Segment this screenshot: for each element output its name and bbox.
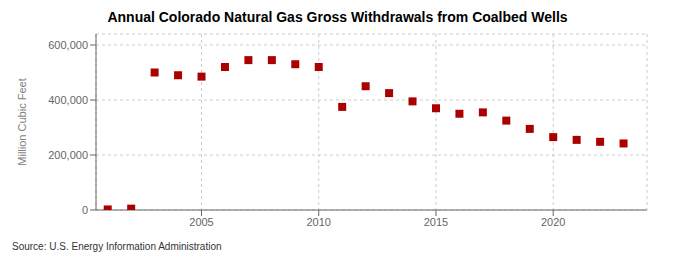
svg-text:2020: 2020: [541, 216, 565, 228]
svg-text:2010: 2010: [307, 216, 331, 228]
svg-text:600,000: 600,000: [48, 39, 88, 51]
svg-text:400,000: 400,000: [48, 94, 88, 106]
html-text:Source: U.S. Energy Informatio: Source: U.S. Energy Information Administ…: [12, 241, 222, 252]
svg-text:2015: 2015: [424, 216, 448, 228]
svg-text:Million Cubic Feet: Million Cubic Feet: [16, 78, 28, 165]
svg-text:0: 0: [82, 204, 88, 216]
svg-text:2005: 2005: [189, 216, 213, 228]
svg-text:200,000: 200,000: [48, 149, 88, 161]
html-text:Annual Colorado Natural Gas Gr: Annual Colorado Natural Gas Gross Withdr…: [107, 9, 568, 25]
